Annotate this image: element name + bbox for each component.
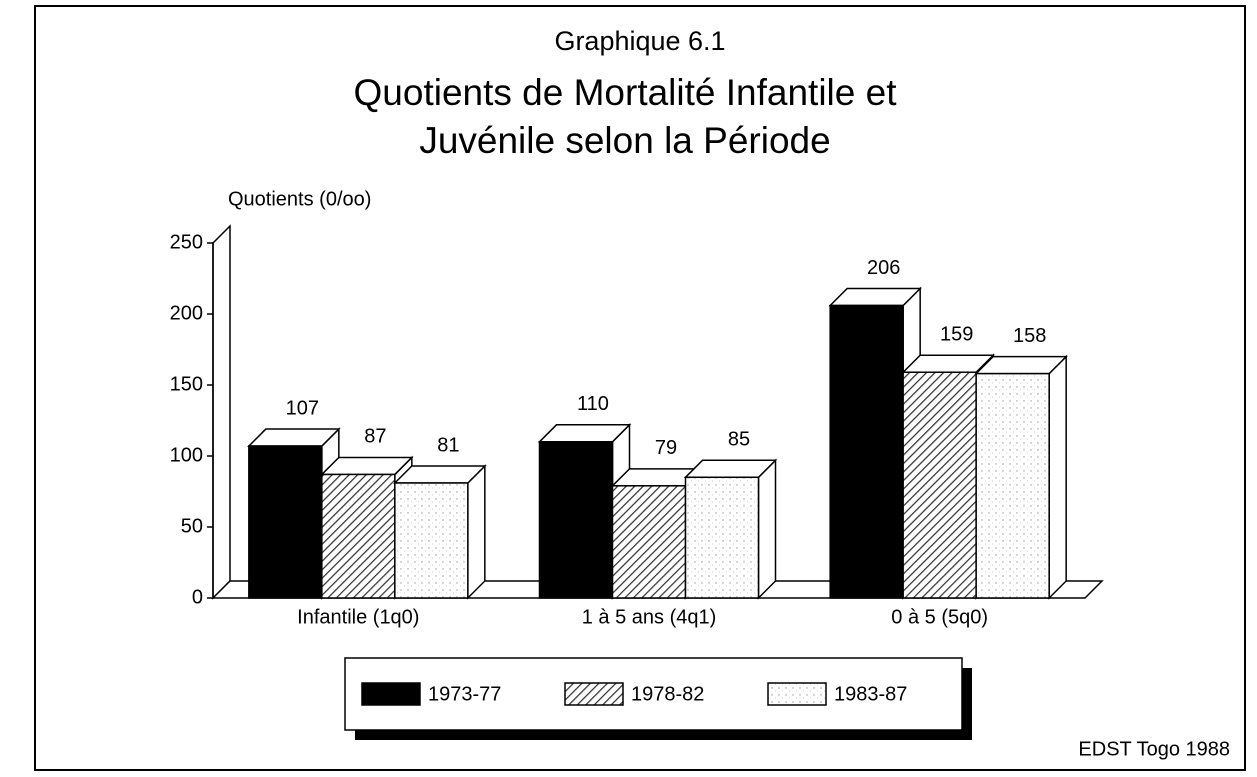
value-label: 107 bbox=[286, 397, 319, 419]
value-label: 85 bbox=[728, 429, 750, 451]
value-label: 81 bbox=[437, 434, 459, 456]
x-tick-label: 1 à 5 ans (4q1) bbox=[582, 606, 717, 628]
legend bbox=[344, 657, 963, 731]
y-tick-label: 150 bbox=[170, 373, 203, 395]
chart-subtitle: Quotients de Mortalité Infantile et bbox=[354, 72, 898, 113]
bar bbox=[902, 371, 977, 599]
bar-side bbox=[757, 458, 777, 600]
value-label: 206 bbox=[867, 257, 900, 279]
bar-side bbox=[467, 464, 486, 600]
bar bbox=[538, 441, 614, 599]
frame bbox=[34, 5, 1246, 771]
y-tick-label: 250 bbox=[170, 231, 203, 253]
bar-side bbox=[1048, 354, 1067, 600]
legend-label: 1978-82 bbox=[631, 683, 704, 705]
source: EDST Togo 1988 bbox=[1078, 738, 1230, 760]
legend-swatch bbox=[564, 682, 624, 706]
bar-top bbox=[320, 456, 414, 476]
y-tick-label: 0 bbox=[192, 586, 203, 608]
value-label: 110 bbox=[577, 393, 609, 415]
bar-top bbox=[974, 355, 1068, 375]
y-axis-label: Quotients (0/oo) bbox=[228, 188, 371, 210]
x-tick-label: Infantile (1q0) bbox=[297, 606, 419, 628]
value-label: 159 bbox=[940, 324, 973, 346]
legend-swatch bbox=[767, 682, 827, 706]
back-wall bbox=[212, 224, 231, 600]
legend-label: 1973-77 bbox=[428, 683, 501, 705]
legend-swatch bbox=[361, 682, 421, 706]
y-tick-label: 50 bbox=[181, 515, 203, 537]
value-label: 158 bbox=[1013, 325, 1046, 347]
y-tick-label: 100 bbox=[170, 444, 203, 466]
bar bbox=[975, 372, 1050, 599]
bar bbox=[611, 485, 687, 599]
y-tick-label: 200 bbox=[170, 302, 203, 324]
bar bbox=[321, 473, 396, 599]
bar-top bbox=[393, 465, 487, 484]
bar bbox=[829, 304, 904, 599]
value-label: 87 bbox=[364, 426, 386, 448]
bar bbox=[684, 476, 760, 599]
x-tick-label: 0 à 5 (5q0) bbox=[891, 606, 988, 628]
chart-title: Graphique 6.1 bbox=[554, 26, 725, 56]
value-label: 79 bbox=[655, 437, 677, 459]
bar-top bbox=[537, 424, 632, 443]
bar bbox=[394, 482, 469, 599]
bar-top bbox=[828, 287, 922, 307]
bar bbox=[248, 445, 323, 599]
bar-top bbox=[247, 428, 341, 447]
legend-label: 1983-87 bbox=[834, 683, 907, 705]
bar-top bbox=[683, 459, 778, 479]
chart-subtitle: Juvénile selon la Période bbox=[419, 120, 830, 161]
